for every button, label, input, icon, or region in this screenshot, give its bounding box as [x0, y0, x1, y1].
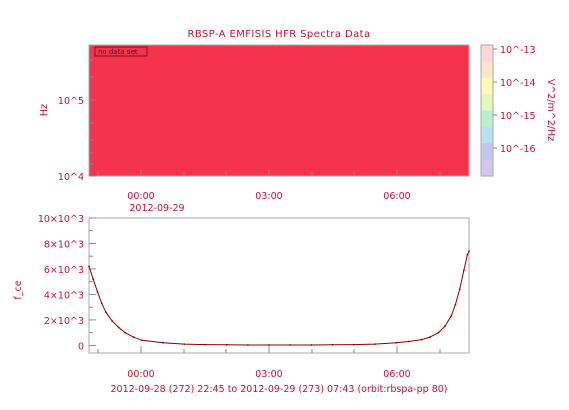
fce-point: [100, 302, 103, 305]
fce-point: [247, 344, 249, 346]
fce-point: [225, 343, 228, 346]
fce-xtick-label: 00:00: [127, 369, 154, 380]
spectrogram-ytick-label: 10^5: [58, 96, 84, 107]
spectrogram-xtick-label: 00:00: [127, 191, 154, 202]
fce-point: [437, 331, 440, 334]
colorbar: 10^-13 10^-14 10^-15 10^-16 V^2/m^2/Hz: [480, 44, 556, 177]
fce-series: [88, 250, 470, 346]
fce-point: [162, 341, 165, 344]
fce-point: [111, 320, 114, 323]
time-range-footer: 2012-09-28 (272) 22:45 to 2012-09-29 (27…: [111, 384, 448, 395]
fce-point: [420, 338, 423, 341]
colorbar-cell: [481, 159, 493, 177]
chart-title: RBSP-A EMFISIS HFR Spectra Data: [187, 29, 370, 40]
colorbar-cell: [481, 45, 493, 62]
fce-point: [407, 340, 410, 343]
fce-point: [310, 344, 313, 346]
fce-ytick-label: 6×10^3: [44, 265, 84, 276]
colorbar-tick-label: 10^-16: [500, 144, 536, 155]
fce-point: [374, 343, 376, 345]
fce-ytick-label: 4×10^3: [44, 290, 84, 301]
no-data-box: [94, 46, 148, 57]
fce-point: [444, 325, 446, 328]
fce-point: [352, 343, 355, 346]
fce-point: [117, 326, 120, 329]
fce-xtick-label: 03:00: [255, 369, 282, 380]
colorbar-label: V^2/m^2/Hz: [545, 79, 556, 141]
fce-panel: 0 2×10^3 4×10^3 6×10^3 8×10^3 10×10^3 f_ce 00…: [13, 214, 470, 395]
fce-point: [331, 343, 334, 346]
colorbar-tick-label: 10^-13: [500, 45, 536, 56]
fce-point: [468, 250, 470, 253]
fce-point: [105, 311, 107, 314]
fce-frame: [88, 217, 470, 354]
fce-point: [183, 343, 186, 345]
fce-ytick-label: 2×10^3: [44, 316, 84, 327]
colorbar-cell: [481, 143, 493, 161]
fce-point: [88, 265, 90, 268]
fce-point: [458, 288, 461, 291]
fce-point: [268, 344, 270, 346]
fce-ytick-label: 10×10^3: [38, 214, 84, 225]
fce-point: [429, 336, 431, 338]
colorbar-cell: [481, 94, 493, 112]
fce-ytick-label: 0: [78, 341, 84, 352]
spectrogram-xtick-label: 06:00: [383, 191, 410, 202]
colorbar-tick-label: 10^-14: [500, 78, 536, 89]
colorbar-gradient: [481, 45, 493, 177]
colorbar-cell: [481, 61, 493, 79]
fce-point: [289, 344, 292, 346]
no-data-label: no data set: [94, 46, 148, 57]
fce-point: [96, 291, 99, 293]
spectrogram-ylabel: Hz: [39, 104, 50, 116]
fce-point: [463, 269, 465, 272]
fce-xaxis: 00:00 03:00 06:00: [97, 346, 441, 380]
fce-point: [124, 331, 126, 334]
spectrogram-date-label: 2012-09-29: [129, 203, 184, 214]
colorbar-cell: [481, 77, 493, 95]
spectrogram-frame: [88, 44, 470, 177]
spectrogram-xtick-label: 03:00: [255, 191, 282, 202]
spectrogram-yaxis: 10^5 10^4 Hz: [39, 59, 96, 183]
no-data-text: no data set: [98, 48, 138, 56]
fce-ytick-label: 8×10^3: [44, 240, 84, 251]
colorbar-frame: [480, 44, 494, 177]
fce-point: [454, 303, 457, 306]
colorbar-cell: [481, 126, 493, 144]
colorbar-cell: [481, 110, 493, 128]
fce-yaxis: 0 2×10^3 4×10^3 6×10^3 8×10^3 10×10^3: [38, 214, 96, 352]
fce-point: [92, 278, 95, 280]
spectrogram-ytick-label: 10^4: [58, 172, 84, 183]
fce-point: [466, 254, 469, 256]
fce-point: [141, 339, 143, 342]
fce-xtick-label: 06:00: [383, 369, 410, 380]
fce-point: [204, 343, 207, 346]
fce-point: [395, 341, 397, 344]
colorbar-tick-label: 10^-15: [500, 111, 536, 122]
spectrogram-fill: [89, 45, 469, 176]
fce-ylabel: f_ce: [13, 280, 24, 299]
fce-point: [132, 336, 135, 338]
spectrogram-panel: no data set 10^5 10^4 Hz 00: [39, 44, 470, 214]
fce-point: [450, 315, 453, 317]
spectrogram-xaxis: 00:00 03:00 06:00 2012-09-29: [97, 169, 441, 214]
fce-line: [88, 250, 470, 346]
